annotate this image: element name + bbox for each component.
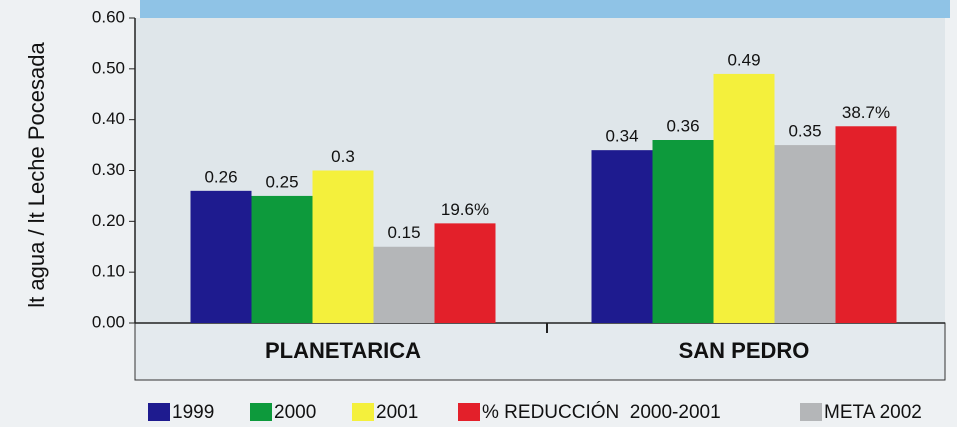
value-label: 0.15: [387, 223, 420, 242]
bar: [190, 190, 252, 323]
value-label: 19.6%: [441, 200, 489, 219]
legend-swatch: [148, 403, 170, 421]
legend-label: META 2002: [824, 402, 922, 423]
y-tick-label: 0.10: [92, 262, 125, 281]
y-axis-label: lt agua / lt Leche Pocesada: [24, 42, 49, 308]
bar: [835, 126, 897, 324]
legend-label: 1999: [172, 402, 214, 423]
legend-swatch: [250, 403, 272, 421]
value-label: 38.7%: [842, 103, 890, 122]
legend-label: 2000: [274, 402, 316, 423]
bar: [713, 73, 775, 324]
value-label: 0.25: [265, 172, 298, 191]
value-label: 0.26: [204, 167, 237, 186]
value-label: 0.35: [788, 122, 821, 141]
legend-label: % REDUCCIÓN 2000-2001: [482, 401, 721, 423]
bar: [774, 145, 836, 323]
y-tick-label: 0.40: [92, 109, 125, 128]
bar: [652, 140, 714, 323]
legend-swatch: [458, 403, 480, 421]
bar: [312, 170, 374, 323]
category-label: PLANETARICA: [265, 338, 421, 363]
y-tick-label: 0.00: [92, 312, 125, 331]
y-tick-label: 0.50: [92, 58, 125, 77]
category-label: SAN PEDRO: [679, 338, 810, 363]
value-label: 0.3: [331, 147, 355, 166]
value-label: 0.36: [666, 116, 699, 135]
y-tick-label: 0.20: [92, 211, 125, 230]
value-label: 0.49: [727, 50, 760, 69]
legend-swatch: [800, 403, 822, 421]
top-strip: [140, 0, 950, 18]
y-tick-label: 0.30: [92, 160, 125, 179]
category-band: [134, 322, 946, 381]
bar: [434, 223, 496, 323]
bar: [373, 246, 435, 323]
y-tick-label: 0.60: [92, 7, 125, 26]
legend-swatch: [352, 403, 374, 421]
bar: [591, 150, 653, 323]
legend-label: 2001: [376, 402, 418, 423]
bar: [251, 195, 313, 323]
value-label: 0.34: [605, 127, 638, 146]
